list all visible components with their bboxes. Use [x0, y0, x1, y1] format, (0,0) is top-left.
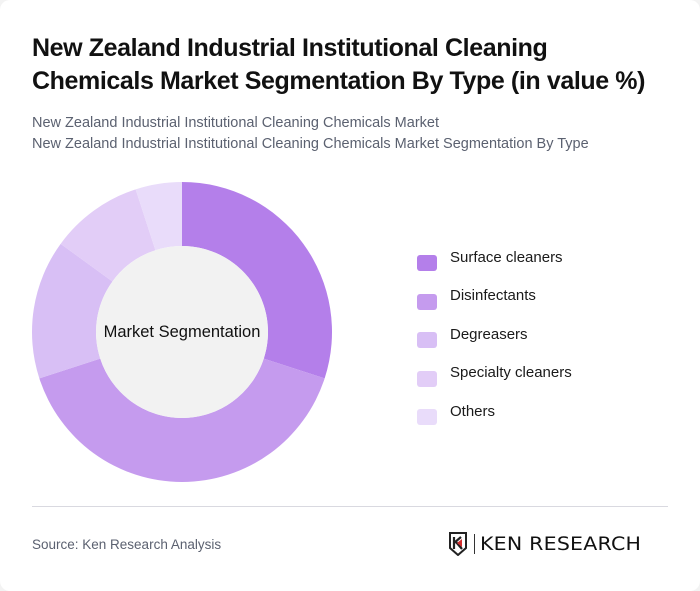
donut-chart: Market Segmentation	[30, 180, 334, 484]
subtitle-line-2: New Zealand Industrial Institutional Cle…	[32, 136, 589, 152]
legend-swatch	[417, 293, 437, 310]
legend-swatch	[417, 370, 437, 387]
source-note: Source: Ken Research Analysis	[32, 537, 222, 552]
donut-svg	[31, 182, 333, 482]
legend-label: Disinfectants	[450, 287, 536, 305]
legend-item-degreasers[interactable]: Degreasers	[417, 321, 572, 360]
donut-slice-specialty-cleaners[interactable]	[60, 189, 156, 282]
donut-hole	[96, 246, 268, 418]
legend-swatch	[417, 409, 437, 426]
legend-item-specialty-cleaners[interactable]: Specialty cleaners	[417, 360, 572, 399]
legend-label: Degreasers	[450, 325, 528, 343]
chart-title: New Zealand Industrial Institutional Cle…	[32, 34, 646, 95]
legend-item-surface-cleaners[interactable]: Surface cleaners	[417, 244, 572, 283]
donut-slice-disinfectants[interactable]	[39, 358, 325, 482]
legend-label: Surface cleaners	[450, 248, 563, 266]
donut-slice-surface-cleaners[interactable]	[182, 182, 333, 379]
donut-slice-others[interactable]	[135, 182, 182, 251]
legend-item-others[interactable]: Others	[417, 398, 572, 437]
donut-slice-degreasers[interactable]	[31, 243, 113, 379]
logo-text: KEN RESEARCH	[480, 533, 642, 555]
legend-label: Others	[450, 402, 496, 420]
legend-item-disinfectants[interactable]: Disinfectants	[417, 283, 572, 322]
legend-swatch	[417, 332, 437, 349]
legend-label: Specialty cleaners	[450, 364, 572, 382]
legend-swatch	[417, 255, 437, 272]
subtitle-line-1: New Zealand Industrial Institutional Cle…	[32, 115, 439, 131]
ken-research-logo: KEN RESEARCH	[448, 532, 641, 556]
chart-subtitle: New Zealand Industrial Institutional Cle…	[32, 113, 682, 155]
ken-logo-shield-icon	[449, 532, 467, 556]
footer-divider	[32, 506, 668, 507]
logo-separator	[474, 534, 475, 554]
chart-legend: Surface cleaners Disinfectants Degreaser…	[417, 244, 572, 437]
